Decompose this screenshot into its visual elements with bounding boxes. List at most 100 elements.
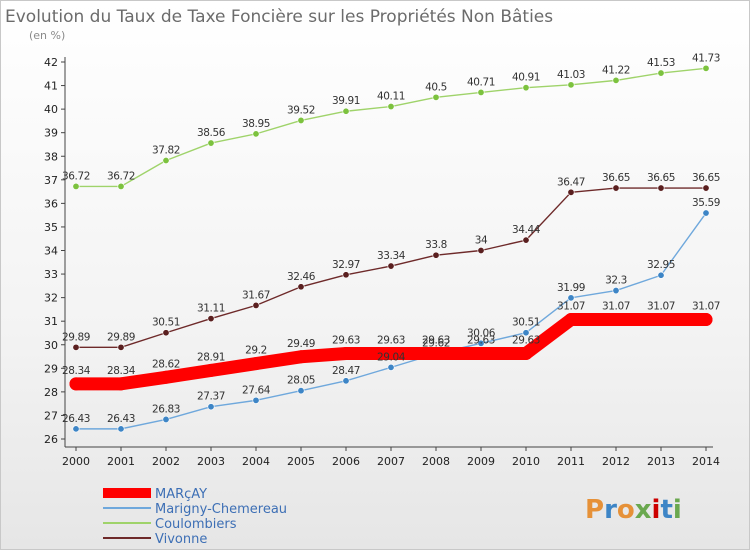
data-label: 40.5 bbox=[425, 81, 447, 93]
data-label: 32.46 bbox=[287, 271, 316, 283]
data-label: 27.37 bbox=[197, 391, 225, 403]
x-tick-label: 2012 bbox=[602, 455, 630, 468]
data-label: 38.95 bbox=[242, 118, 270, 130]
data-point bbox=[207, 139, 215, 147]
x-tick-label: 2006 bbox=[332, 455, 360, 468]
y-tick-label: 30 bbox=[44, 339, 58, 352]
data-point bbox=[477, 339, 485, 347]
data-point bbox=[522, 236, 530, 244]
data-point bbox=[159, 370, 173, 384]
legend-label: Vivonne bbox=[155, 532, 207, 547]
data-point bbox=[654, 313, 668, 327]
data-label: 40.71 bbox=[467, 76, 495, 88]
logo-letter: P bbox=[585, 495, 604, 525]
y-tick-label: 31 bbox=[44, 315, 58, 328]
data-point bbox=[69, 377, 83, 391]
data-point bbox=[657, 271, 665, 279]
data-label: 28.05 bbox=[287, 375, 315, 387]
data-label: 26.43 bbox=[107, 413, 135, 425]
data-point bbox=[117, 182, 125, 190]
data-label: 31.67 bbox=[242, 289, 270, 301]
data-point bbox=[117, 425, 125, 433]
data-label: 30.51 bbox=[152, 317, 180, 329]
y-tick-label: 40 bbox=[44, 103, 58, 116]
data-label: 26.83 bbox=[152, 403, 180, 415]
data-label: 29.62 bbox=[422, 338, 450, 350]
data-label: 39.91 bbox=[332, 95, 360, 107]
data-label: 29.63 bbox=[512, 334, 540, 346]
data-point bbox=[204, 363, 218, 377]
data-label: 29.63 bbox=[422, 334, 450, 346]
data-label: 31.07 bbox=[647, 301, 675, 313]
data-point bbox=[429, 346, 443, 360]
logo-letter: r bbox=[604, 495, 617, 525]
data-label: 34.44 bbox=[512, 224, 541, 236]
logo-letter: x bbox=[635, 495, 652, 525]
data-point bbox=[297, 283, 305, 291]
data-label: 28.34 bbox=[107, 365, 136, 377]
x-tick-label: 2007 bbox=[377, 455, 405, 468]
x-tick-label: 2009 bbox=[467, 455, 495, 468]
data-label: 41.73 bbox=[692, 52, 720, 64]
legend-label: Marigny-Chemereau bbox=[155, 502, 287, 517]
data-point bbox=[699, 313, 713, 327]
data-point bbox=[567, 188, 575, 196]
data-label: 36.72 bbox=[62, 170, 90, 182]
y-tick-label: 41 bbox=[44, 80, 58, 93]
data-point bbox=[342, 271, 350, 279]
data-point bbox=[72, 182, 80, 190]
data-point bbox=[342, 377, 350, 385]
data-point bbox=[609, 313, 623, 327]
y-tick-label: 33 bbox=[44, 268, 58, 281]
x-tick-label: 2003 bbox=[197, 455, 225, 468]
data-point bbox=[294, 350, 308, 364]
data-label: 31.99 bbox=[557, 282, 585, 294]
y-tick-label: 39 bbox=[44, 127, 58, 140]
data-label: 29.63 bbox=[332, 334, 360, 346]
series-1 bbox=[72, 184, 710, 351]
data-point bbox=[567, 294, 575, 302]
data-point bbox=[657, 184, 665, 192]
x-tick-label: 2010 bbox=[512, 455, 540, 468]
data-point bbox=[384, 346, 398, 360]
data-label: 30.06 bbox=[467, 327, 496, 339]
y-tick-label: 42 bbox=[44, 56, 58, 69]
data-point bbox=[522, 329, 530, 337]
proxiti-wordmark: Proxiti bbox=[585, 495, 682, 525]
y-tick-label: 35 bbox=[44, 221, 58, 234]
data-label: 27.64 bbox=[242, 384, 271, 396]
data-label: 31.07 bbox=[602, 301, 630, 313]
series-2 bbox=[72, 64, 710, 190]
data-label: 41.03 bbox=[557, 69, 585, 81]
data-label: 31.11 bbox=[197, 303, 225, 315]
y-tick-label: 29 bbox=[44, 362, 58, 375]
legend-label: Coulombiers bbox=[155, 517, 237, 532]
logo-letter: t bbox=[660, 495, 672, 525]
data-point bbox=[702, 184, 710, 192]
data-label: 29.89 bbox=[62, 331, 90, 343]
chart-title: Evolution du Taux de Taxe Foncière sur l… bbox=[5, 7, 553, 27]
data-point bbox=[162, 329, 170, 337]
data-point bbox=[522, 84, 530, 92]
data-label: 29.63 bbox=[377, 334, 405, 346]
data-label: 29.89 bbox=[107, 331, 135, 343]
data-point bbox=[657, 69, 665, 77]
data-point bbox=[612, 287, 620, 295]
data-point bbox=[564, 313, 578, 327]
logo-letter: o bbox=[617, 495, 635, 525]
data-point bbox=[342, 107, 350, 115]
data-point bbox=[249, 357, 263, 371]
data-point bbox=[477, 88, 485, 96]
data-label: 34 bbox=[475, 235, 488, 247]
data-point bbox=[477, 247, 485, 255]
x-tick-label: 2008 bbox=[422, 455, 450, 468]
data-label: 36.47 bbox=[557, 176, 585, 188]
data-point bbox=[612, 184, 620, 192]
proxiti-logo: Proxiti bbox=[585, 495, 682, 525]
data-label: 39.52 bbox=[287, 104, 315, 116]
y-tick-label: 36 bbox=[44, 197, 58, 210]
y-tick-label: 37 bbox=[44, 174, 58, 187]
data-point bbox=[474, 346, 488, 360]
data-label: 33.34 bbox=[377, 250, 406, 262]
